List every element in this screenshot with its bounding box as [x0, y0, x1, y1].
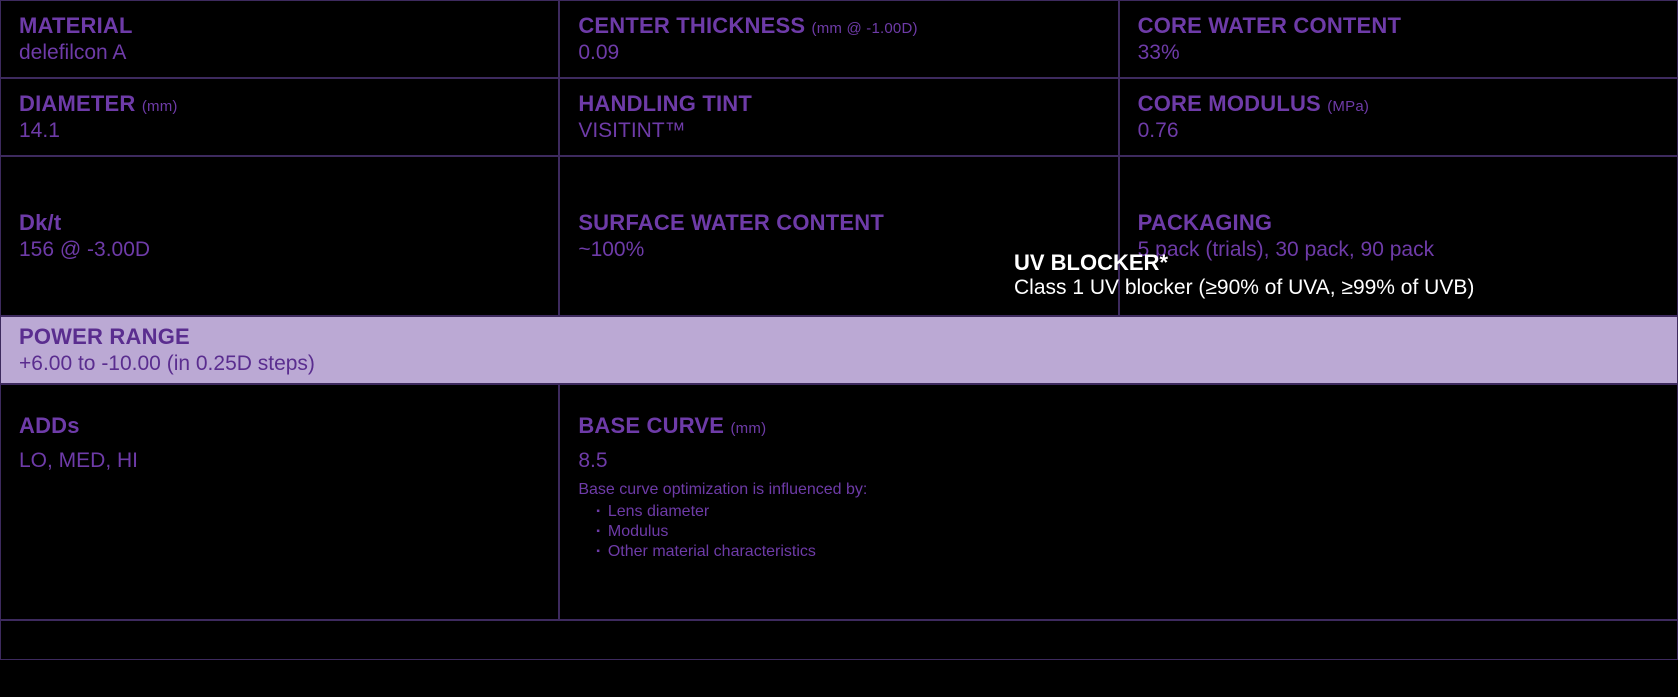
row-2: DIAMETER (mm) 14.1 HANDLING TINT VISITIN… — [0, 78, 1678, 156]
value-packaging: 5 pack (trials), 30 pack, 90 pack — [1138, 238, 1659, 262]
unit-core-modulus: (MPa) — [1327, 98, 1369, 115]
bc-bullets: Lens diameter Modulus Other material cha… — [578, 503, 1659, 563]
cell-handling-tint: HANDLING TINT VISITINT™ — [559, 78, 1118, 156]
unit-diameter: (mm) — [142, 98, 178, 115]
bc-bullet: Lens diameter — [596, 503, 1659, 521]
label-center-thickness: CENTER THICKNESS — [578, 13, 805, 38]
value-material: delefilcon A — [19, 41, 540, 65]
row-6-empty — [0, 620, 1678, 660]
value-surface-water: ~100% — [578, 238, 1099, 262]
label-material: MATERIAL — [19, 13, 133, 38]
value-core-modulus: 0.76 — [1138, 119, 1659, 143]
cell-core-modulus: CORE MODULUS (MPa) 0.76 — [1119, 78, 1678, 156]
row-power-range: POWER RANGE +6.00 to -10.00 (in 0.25D st… — [0, 316, 1678, 384]
cell-material: MATERIAL delefilcon A — [0, 0, 559, 78]
cell-diameter: DIAMETER (mm) 14.1 — [0, 78, 559, 156]
label-handling-tint: HANDLING TINT — [578, 91, 752, 116]
label-core-water: CORE WATER CONTENT — [1138, 13, 1402, 38]
value-center-thickness: 0.09 — [578, 41, 1099, 65]
value-core-water: 33% — [1138, 41, 1659, 65]
spec-table: MATERIAL delefilcon A CENTER THICKNESS (… — [0, 0, 1678, 660]
cell-core-water: CORE WATER CONTENT 33% — [1119, 0, 1678, 78]
cell-packaging: PACKAGING 5 pack (trials), 30 pack, 90 p… — [1119, 156, 1678, 316]
label-core-modulus: CORE MODULUS — [1138, 91, 1321, 116]
value-dkt: 156 @ -3.00D — [19, 238, 540, 262]
unit-center-thickness: (mm @ -1.00D) — [812, 20, 918, 37]
cell-surface-water: SURFACE WATER CONTENT ~100% — [559, 156, 1118, 316]
label-dkt: Dk/t — [19, 210, 61, 235]
label-base-curve: BASE CURVE — [578, 413, 724, 438]
label-adds: ADDs — [19, 413, 540, 439]
value-diameter: 14.1 — [19, 119, 540, 143]
bc-note: Base curve optimization is influenced by… — [578, 481, 1659, 499]
value-base-curve: 8.5 — [578, 449, 1659, 473]
row-3: Dk/t 156 @ -3.00D SURFACE WATER CONTENT … — [0, 156, 1678, 316]
cell-base-curve: BASE CURVE (mm) 8.5 Base curve optimizat… — [559, 384, 1678, 620]
label-surface-water: SURFACE WATER CONTENT — [578, 210, 884, 235]
cell-dkt: Dk/t 156 @ -3.00D — [0, 156, 559, 316]
value-adds: LO, MED, HI — [19, 449, 540, 473]
cell-power-range: POWER RANGE +6.00 to -10.00 (in 0.25D st… — [0, 316, 1678, 384]
value-power-range: +6.00 to -10.00 (in 0.25D steps) — [19, 352, 1659, 376]
cell-adds: ADDs LO, MED, HI — [0, 384, 559, 620]
row-1: MATERIAL delefilcon A CENTER THICKNESS (… — [0, 0, 1678, 78]
label-packaging: PACKAGING — [1138, 210, 1273, 235]
unit-base-curve: (mm) — [730, 420, 766, 437]
label-diameter: DIAMETER — [19, 91, 136, 116]
bc-bullet: Other material characteristics — [596, 543, 1659, 561]
value-handling-tint: VISITINT™ — [578, 119, 1099, 143]
label-power-range: POWER RANGE — [19, 324, 1659, 350]
cell-center-thickness: CENTER THICKNESS (mm @ -1.00D) 0.09 — [559, 0, 1118, 78]
bc-bullet: Modulus — [596, 523, 1659, 541]
row-5: ADDs LO, MED, HI BASE CURVE (mm) 8.5 Bas… — [0, 384, 1678, 620]
